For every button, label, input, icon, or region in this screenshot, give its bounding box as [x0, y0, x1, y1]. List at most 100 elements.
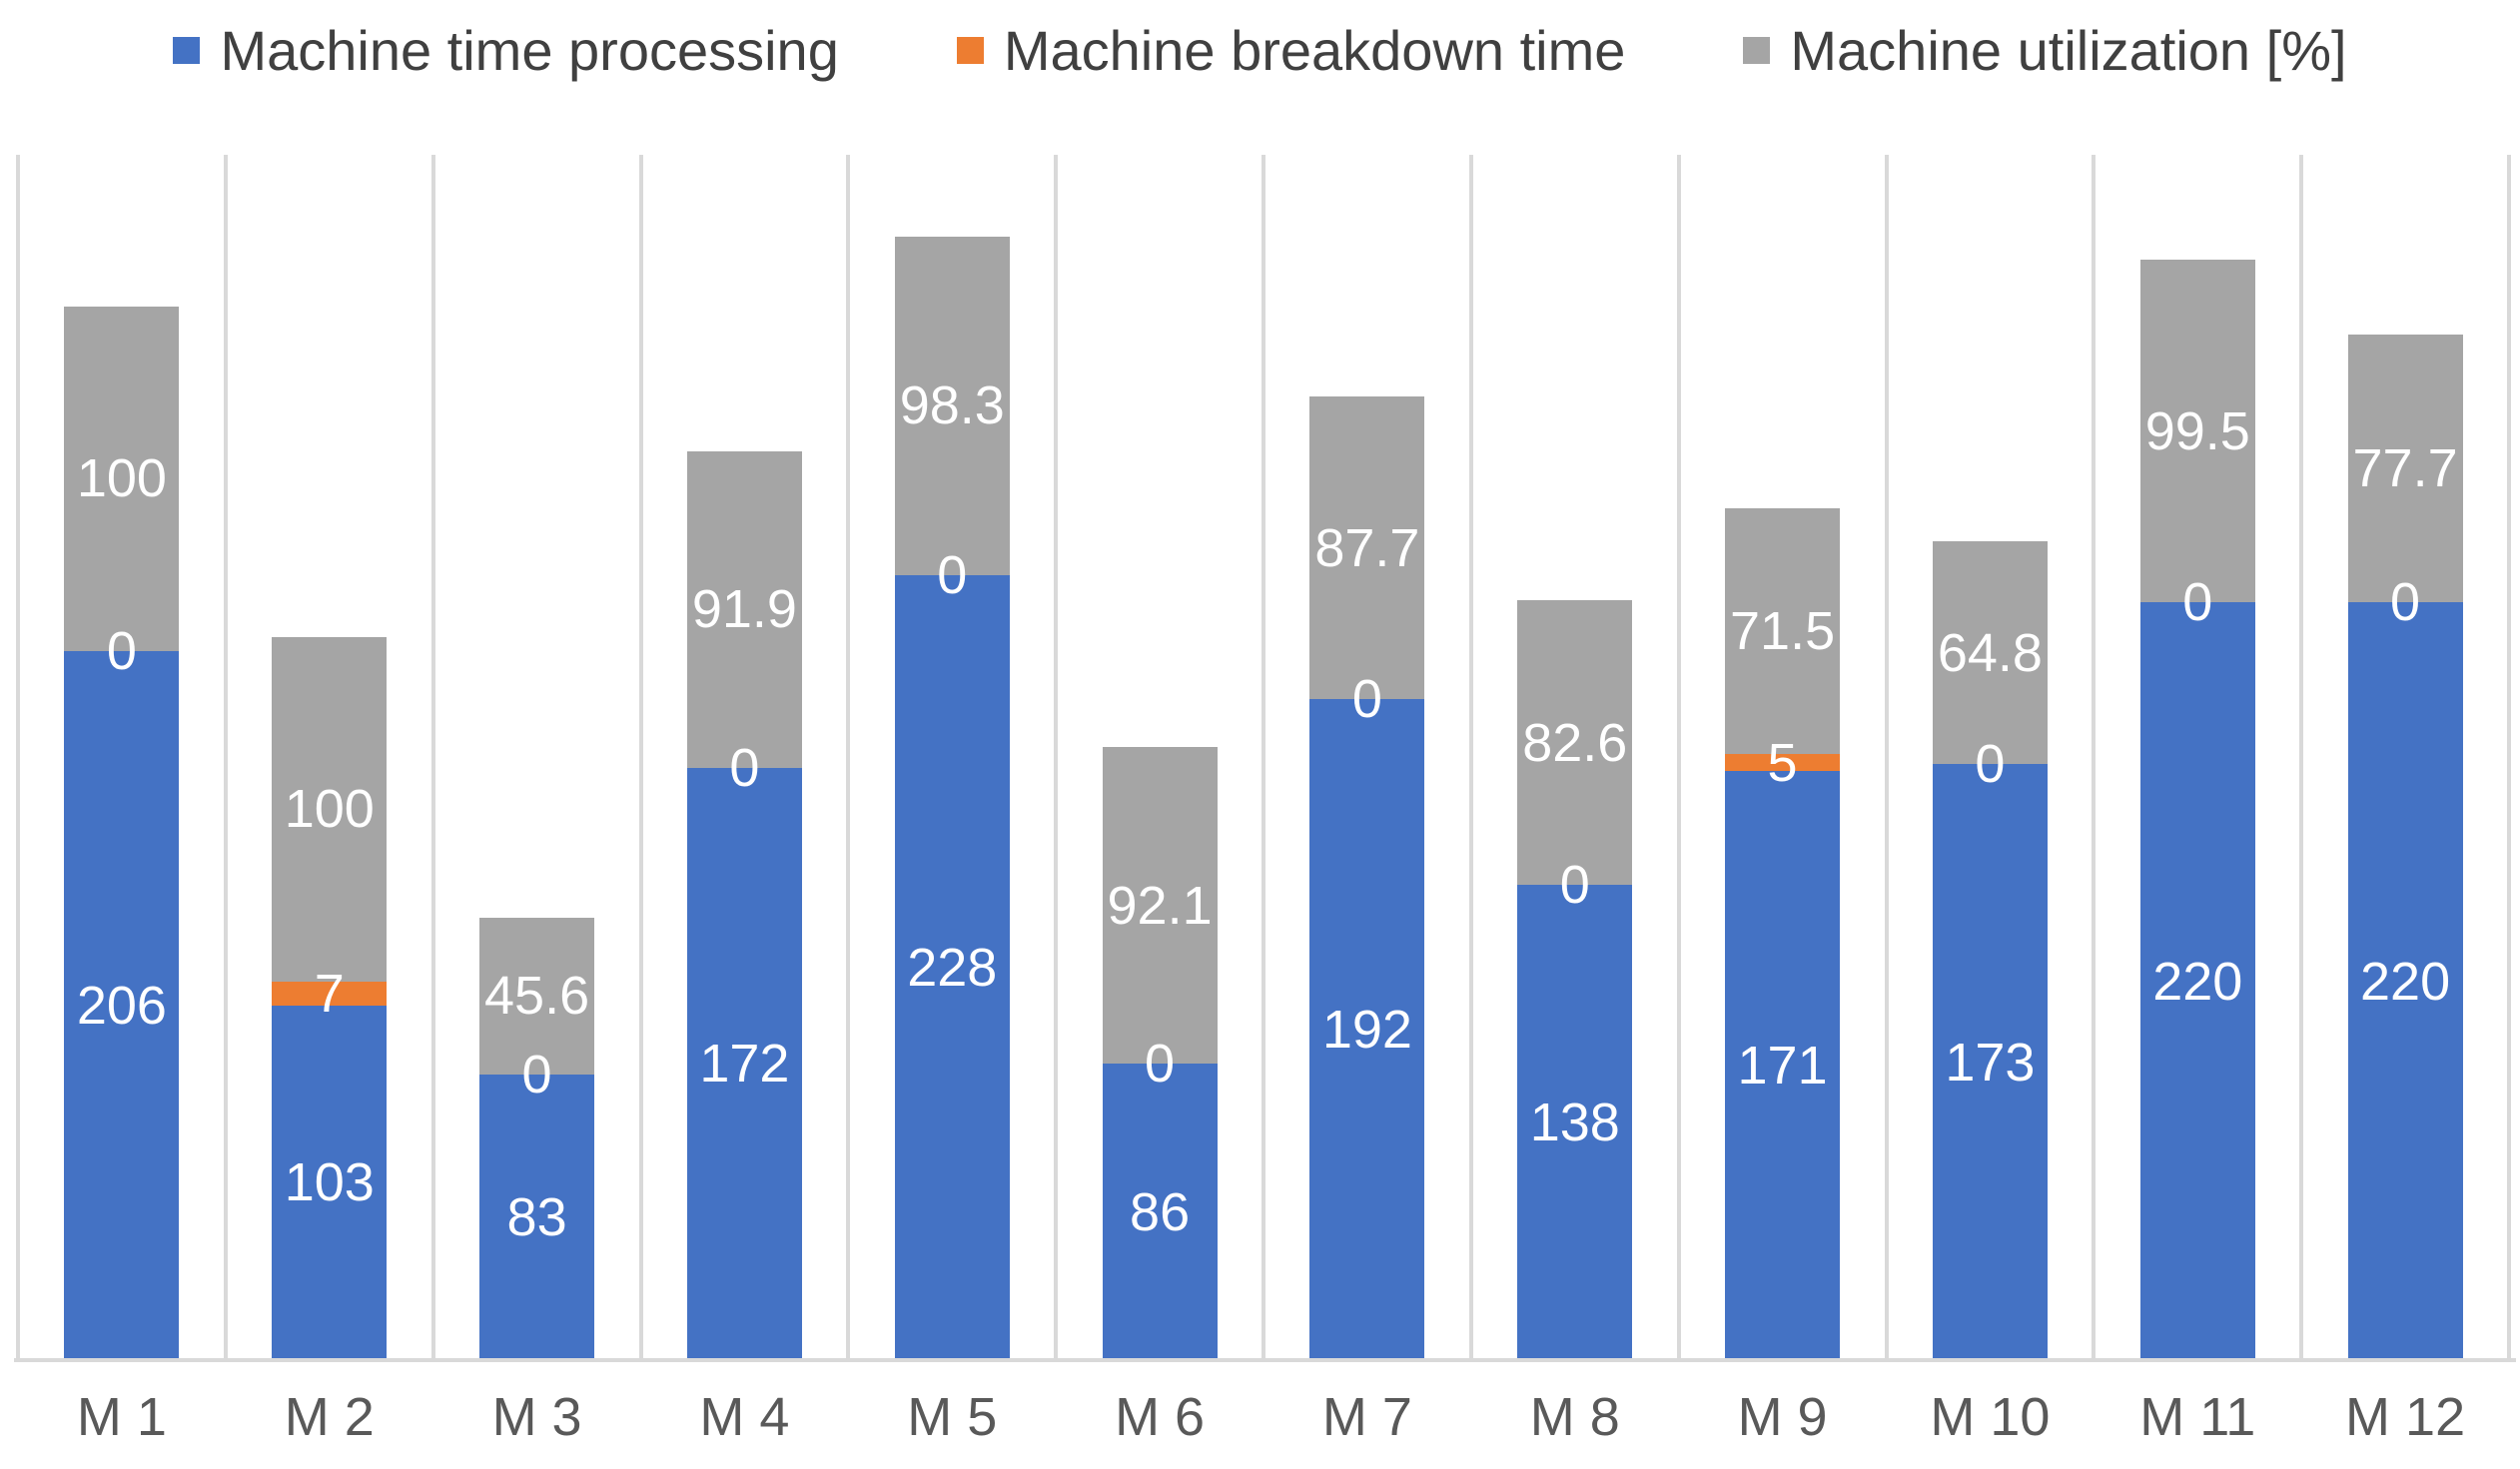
bar-m9-segment-0 — [1725, 771, 1841, 1360]
bar-m3-segment-2 — [479, 917, 595, 1075]
data-label: 220 — [2360, 951, 2451, 1012]
data-label: 0 — [1975, 734, 2006, 795]
data-label: 206 — [76, 975, 167, 1036]
x-axis-label: M 5 — [907, 1387, 998, 1447]
data-label: 100 — [76, 448, 167, 509]
data-label: 171 — [1737, 1036, 1828, 1097]
data-label: 173 — [1945, 1032, 2036, 1093]
x-axis-label: M 6 — [1115, 1387, 1206, 1447]
data-label: 91.9 — [691, 579, 797, 640]
data-label: 0 — [2390, 572, 2421, 633]
legend-label-machine-time-processing: Machine time processing — [220, 19, 839, 82]
bar-m2-segment-1 — [272, 981, 388, 1006]
bar-m7-segment-2 — [1309, 396, 1425, 699]
data-label: 83 — [506, 1186, 567, 1247]
bar-m5-segment-0 — [894, 574, 1010, 1360]
data-label: 45.6 — [484, 966, 590, 1027]
data-label: 7 — [314, 963, 345, 1024]
data-label: 0 — [2182, 572, 2213, 633]
x-axis-label: M 7 — [1321, 1387, 1412, 1447]
legend-item-machine-breakdown-time: Machine breakdown time — [956, 18, 1626, 83]
gridline — [846, 155, 851, 1360]
data-label: 0 — [106, 620, 137, 681]
bar-m9-segment-1 — [1725, 754, 1841, 772]
data-label: 87.7 — [1314, 517, 1420, 578]
data-label: 0 — [729, 737, 760, 798]
data-label: 228 — [907, 937, 998, 998]
bar-m1-segment-0 — [64, 650, 180, 1360]
data-label: 71.5 — [1730, 600, 1836, 661]
x-axis-label: M 4 — [699, 1387, 790, 1447]
gridline — [1261, 155, 1265, 1360]
gridline — [1676, 155, 1681, 1360]
data-label: 5 — [1767, 732, 1798, 793]
data-label: 86 — [1130, 1181, 1191, 1242]
legend-marker-blue-square-icon — [173, 37, 201, 64]
data-label: 172 — [699, 1034, 790, 1095]
gridline — [2507, 155, 2511, 1360]
gridline — [2299, 155, 2304, 1360]
x-axis-label: M 2 — [284, 1387, 375, 1447]
bar-m4-segment-0 — [686, 767, 802, 1360]
data-label: 0 — [1351, 668, 1382, 729]
chart-legend: Machine time processing Machine breakdow… — [0, 18, 2520, 83]
legend-item-machine-utilization: Machine utilization [%] — [1743, 18, 2347, 83]
x-axis-label: M 12 — [2345, 1387, 2466, 1447]
data-label: 0 — [1145, 1034, 1176, 1095]
bar-m3-segment-0 — [479, 1074, 595, 1360]
data-label: 0 — [521, 1044, 552, 1104]
legend-marker-orange-square-icon — [956, 37, 984, 64]
bar-m10-segment-2 — [1932, 540, 2048, 765]
bar-m12-segment-0 — [2347, 602, 2463, 1360]
gridline — [16, 155, 20, 1360]
bar-m11-segment-0 — [2139, 602, 2255, 1360]
gridline — [430, 155, 435, 1360]
x-axis-label: M 8 — [1529, 1387, 1620, 1447]
x-axis-label: M 3 — [491, 1387, 582, 1447]
legend-marker-gray-square-icon — [1743, 37, 1771, 64]
data-label: 64.8 — [1937, 622, 2043, 683]
data-label: 99.5 — [2144, 400, 2250, 461]
bar-m6-segment-2 — [1102, 746, 1218, 1065]
bar-m8-segment-0 — [1517, 885, 1633, 1360]
gridline — [1468, 155, 1473, 1360]
bar-m6-segment-0 — [1102, 1064, 1218, 1360]
bar-m2-segment-2 — [272, 636, 388, 982]
bar-m2-segment-0 — [272, 1005, 388, 1360]
bar-m1-segment-2 — [64, 306, 180, 651]
bar-m9-segment-2 — [1725, 507, 1841, 755]
legend-label-machine-utilization: Machine utilization [%] — [1790, 19, 2347, 82]
x-axis-label: M 10 — [1930, 1387, 2051, 1447]
x-axis-label: M 9 — [1737, 1387, 1828, 1447]
gridline — [638, 155, 643, 1360]
data-label: 92.1 — [1107, 875, 1213, 936]
data-label: 98.3 — [899, 375, 1005, 436]
bar-m8-segment-2 — [1517, 600, 1633, 886]
bar-m7-segment-0 — [1309, 698, 1425, 1360]
data-label: 0 — [937, 544, 968, 605]
bar-m5-segment-2 — [894, 236, 1010, 575]
bar-m12-segment-2 — [2347, 335, 2463, 603]
x-axis-label: M 1 — [76, 1387, 167, 1447]
x-axis-line — [14, 1358, 2516, 1362]
data-label: 0 — [1559, 855, 1590, 916]
data-label: 100 — [284, 779, 375, 840]
legend-label-machine-breakdown-time: Machine breakdown time — [1003, 19, 1626, 82]
bar-m10-segment-0 — [1932, 764, 2048, 1360]
plot-area: 206 0 100 M 1 103 7 100 M 2 83 0 45.6 M 3 172 0 91.9 M … — [14, 155, 2516, 1444]
x-axis-label: M 11 — [2139, 1387, 2256, 1447]
data-label: 138 — [1529, 1093, 1620, 1153]
data-label: 103 — [284, 1152, 375, 1213]
data-label: 192 — [1321, 999, 1412, 1060]
bar-m11-segment-2 — [2139, 260, 2255, 603]
legend-item-machine-time-processing: Machine time processing — [173, 18, 839, 83]
gridline — [1884, 155, 1889, 1360]
data-label: 82.6 — [1522, 712, 1628, 773]
data-label: 220 — [2152, 951, 2243, 1012]
gridline — [223, 155, 228, 1360]
bar-m4-segment-2 — [686, 450, 802, 768]
data-label: 77.7 — [2352, 438, 2458, 499]
gridline — [1054, 155, 1059, 1360]
gridline — [2092, 155, 2097, 1360]
